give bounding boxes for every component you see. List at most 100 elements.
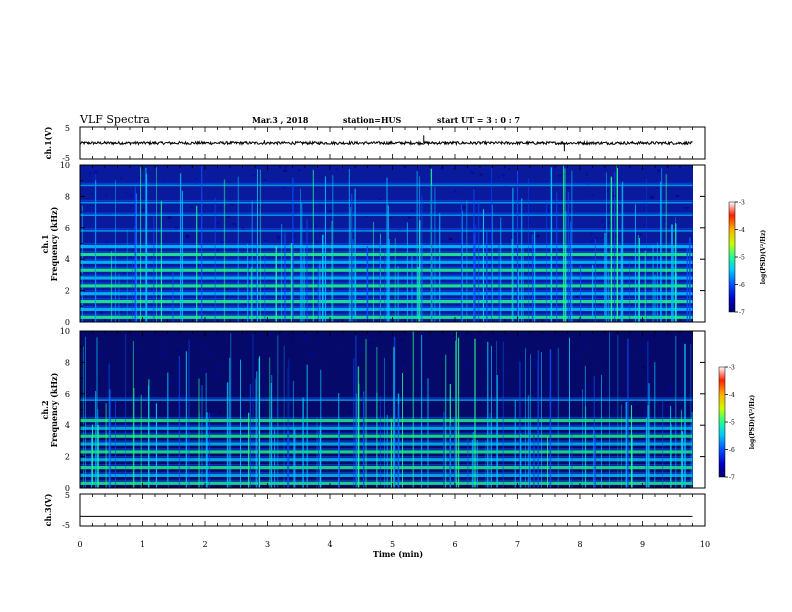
ch3-waveform-frame	[79, 493, 706, 527]
ch2-spectrogram-noise	[526, 334, 529, 338]
ch2-spectrogram-noise	[344, 338, 349, 340]
ch2-spectrogram-ytick-label: 6	[65, 390, 70, 399]
ch2-spectrogram-noise	[401, 366, 405, 369]
chart-title: VLF Spectra	[79, 113, 150, 126]
ch1-spectrogram-noise	[467, 233, 471, 235]
ch1-spectrogram-noise	[231, 294, 233, 298]
ch2-spectrogram-noise	[261, 467, 264, 471]
ch1-spectrogram-ytick-label: 10	[60, 161, 70, 170]
ch1-spectrogram-noise	[388, 217, 392, 219]
ch2-spectrogram-band-halo	[80, 397, 693, 399]
ch2-spectrogram-noise	[653, 334, 656, 338]
ch1-spectrogram-noise	[228, 181, 231, 184]
ch2-spectrogram-noise	[661, 418, 663, 420]
ch1-spectrogram-noise	[404, 219, 406, 221]
ch1-spectrogram-noise	[314, 224, 317, 228]
ch2-spectrogram-noise	[486, 374, 489, 377]
ch2-spectrogram-noise	[586, 429, 590, 431]
ch2-spectrogram-noise	[508, 373, 512, 375]
ch2-spectrogram-noise	[102, 354, 105, 356]
ch2-spectrogram-noise	[144, 411, 146, 415]
ch1-spectrogram-noise	[601, 220, 604, 224]
ch1-spectrogram-band-halo	[80, 228, 693, 230]
ch2-spectrogram-noise	[348, 364, 353, 366]
ch1-spectrogram-noise	[283, 169, 287, 172]
ch2-spectrogram-noise	[469, 347, 472, 349]
ch2-spectrogram-noise	[511, 407, 515, 409]
ch2-spectrogram-noise	[434, 422, 438, 424]
ch2-spectrogram-noise	[682, 414, 686, 418]
ch2-spectrogram-band	[80, 426, 693, 430]
ch2-spectrogram-noise	[360, 348, 365, 352]
ch1-spectrogram-noise	[142, 208, 145, 212]
ch1-colorbar-gradient	[728, 201, 736, 313]
ch1-spectrogram-noise	[547, 208, 551, 212]
ch2-spectrogram-noise	[581, 345, 586, 348]
ch2-colorbar-tick: -5	[729, 420, 735, 427]
ch1-spectrogram-noise	[601, 278, 603, 282]
ch2-spectrogram-noise	[371, 347, 374, 350]
ch1-spectrogram-noise	[100, 310, 103, 313]
ch1-spectrogram-noise	[581, 233, 583, 235]
ch1-spectrogram-band	[80, 230, 693, 232]
ch2-spectrogram-noise	[202, 367, 206, 370]
ch2-spectrogram-ytick-label: 10	[60, 327, 70, 336]
ch2-spectrogram-noise	[245, 331, 248, 334]
ch2-spectrogram-band	[80, 450, 693, 454]
ch1-spectrogram-noise	[294, 183, 296, 185]
ch1-spectrogram-noise	[675, 195, 679, 197]
ch1-spectrogram-noise	[410, 248, 414, 250]
ch2-spectrogram-noise	[389, 409, 393, 412]
ch2-spectrogram-noise	[218, 410, 222, 414]
ch1-spectrogram-noise	[241, 251, 244, 254]
ch1-spectrogram-noise	[105, 194, 108, 196]
ch2-spectrogram-noise	[668, 388, 672, 392]
ch2-spectrogram-noise	[525, 425, 530, 428]
ch1-spectrogram-band-halo	[80, 243, 693, 245]
time-tick-label: 10	[700, 540, 710, 549]
ch1-colorbar-tick: -5	[739, 255, 745, 262]
ch1-colorbar-label: log(PSD)(V²/Hz)	[760, 230, 767, 285]
ch1-spectrogram-noise	[238, 312, 241, 315]
ch2-spectrogram-band	[80, 481, 693, 485]
ch2-spectrogram-noise	[575, 356, 579, 360]
ch1-colorbar-tick: -6	[739, 282, 745, 289]
time-tick-label: 7	[515, 540, 520, 549]
ch1-spectrogram-noise	[136, 202, 140, 205]
ch1-spectrogram-noise	[105, 241, 109, 244]
ch2-spectrogram-ytick-label: 4	[65, 421, 70, 430]
ch2-spectrogram-noise	[81, 357, 84, 361]
ch2-spectrogram-noise	[427, 484, 432, 487]
ch2-spectrogram-noise	[287, 361, 290, 364]
ch2-spectrogram-noise	[230, 402, 234, 404]
ch2-spectrogram-noise	[643, 337, 645, 339]
ch2-spectrogram-band-halo	[80, 471, 693, 474]
ch1-spectrogram-noise	[639, 233, 642, 236]
ch2-spectrogram-noise	[132, 404, 137, 408]
ch2-spectrogram-noise	[641, 346, 645, 349]
ch2-spectrogram-noise	[418, 429, 422, 431]
ch2-spectrogram-noise	[652, 378, 656, 381]
ch2-spectrogram-noise	[615, 409, 618, 412]
ch2-spectrogram-noise	[410, 358, 412, 361]
ch1-spectrogram-noise	[375, 320, 378, 322]
ch2-spectrogram-noise	[207, 353, 210, 356]
ch1-spectrogram-noise	[606, 190, 609, 193]
time-tick-label: 1	[140, 540, 145, 549]
ch1-spectrogram-noise	[132, 224, 136, 226]
ch2-spectrogram-noise	[181, 355, 184, 359]
ch1-spectrogram-noise	[502, 174, 505, 177]
ch1-spectrogram-band	[80, 315, 693, 319]
ch1-spectrogram-noise	[625, 280, 627, 283]
ch1-spectrogram-band	[80, 284, 693, 288]
ch2-spectrogram-noise	[402, 360, 407, 362]
ch2-spectrogram-ylabel-channel: ch.2	[40, 400, 50, 419]
ch2-spectrogram-noise	[417, 361, 421, 364]
ch1-spectrogram-noise	[493, 288, 497, 291]
ch2-spectrogram-noise	[601, 447, 604, 450]
ch1-spectrogram-noise	[462, 206, 466, 209]
ch1-spectrogram-noise	[608, 222, 611, 224]
ch1-spectrogram-noise	[332, 234, 335, 237]
ch1-spectrogram-noise	[219, 206, 221, 210]
ch2-spectrogram-noise	[145, 403, 147, 407]
